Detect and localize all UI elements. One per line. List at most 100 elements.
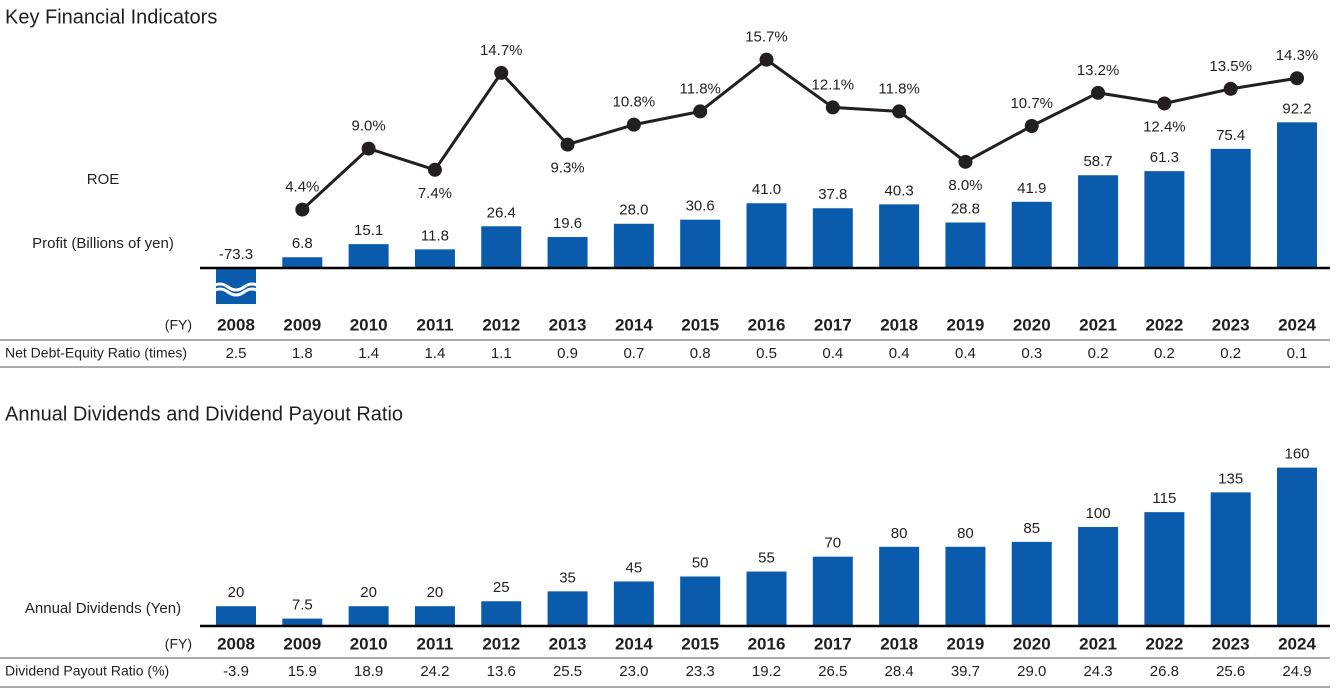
table-cell: 0.4 [955,345,976,362]
data-label: 80 [957,525,974,542]
line-marker [1290,71,1304,86]
line-marker [295,202,310,217]
bar [1210,492,1251,626]
data-label: 26.4 [487,204,516,221]
data-label: 20 [228,584,245,601]
data-label: 15.7% [745,29,788,46]
bar [414,606,455,626]
data-label: 160 [1284,446,1309,463]
data-label: 70 [824,535,841,552]
data-label: 13.2% [1077,62,1120,79]
data-label: 6.8 [292,235,313,252]
line-marker [759,52,774,67]
table-cell: 25.5 [553,663,582,680]
bar [680,219,721,268]
bar [812,208,853,268]
bar [879,204,920,268]
data-label: 12.4% [1143,118,1186,135]
line-marker [427,162,442,177]
x-tick-label: 2021 [1079,634,1117,653]
table-cell: 24.9 [1282,663,1311,680]
table-cell: 0.9 [557,345,578,362]
data-label: 19.6 [553,215,582,232]
table-cell: 0.8 [690,345,711,362]
series-label: ROE [87,171,120,188]
table-cell: 25.6 [1216,663,1245,680]
x-tick-label: 2012 [482,634,520,653]
data-label: 4.4% [285,179,319,196]
x-tick-label: 2013 [549,634,587,653]
bar [680,576,721,626]
bar [945,546,986,626]
table-cell: 19.2 [752,663,781,680]
bar [1078,175,1119,268]
bar [879,546,920,626]
x-tick-label: 2022 [1145,315,1183,334]
axis-break [211,282,261,297]
x-tick-label: 2013 [549,315,587,334]
data-label: 10.7% [1010,95,1053,112]
data-label: 55 [758,550,775,567]
table-cell: 1.4 [425,345,446,362]
table-cell: 1.1 [491,345,512,362]
bar [746,203,787,268]
data-label: 30.6 [686,198,715,215]
data-label: 12.1% [812,76,855,93]
x-tick-label: 2016 [748,634,786,653]
x-tick-label: 2022 [1145,634,1183,653]
line-marker [1024,119,1039,134]
x-tick-label: 2009 [283,634,321,653]
data-label: 7.4% [418,185,452,202]
series-label: Profit (Billions of yen) [32,235,174,252]
table-cell: 13.6 [487,663,516,680]
table-cell: 0.2 [1220,345,1241,362]
x-tick-label: 2012 [482,315,520,334]
x-tick-label: 2010 [350,315,388,334]
bar [348,606,389,626]
table-cell: 2.5 [226,345,247,362]
data-label: 15.1 [354,222,383,239]
x-axis-label: (FY) [165,636,192,652]
line-marker [825,100,840,115]
data-label: 100 [1086,505,1111,522]
data-label: 92.2 [1282,100,1311,117]
x-tick-label: 2015 [681,315,719,334]
table-cell: 24.3 [1083,663,1112,680]
bar [282,618,323,626]
line-marker [892,104,907,119]
data-label: 41.9 [1017,180,1046,197]
x-tick-label: 2024 [1278,315,1316,334]
table-cell: 0.2 [1154,345,1175,362]
bar [481,226,522,268]
table-cell: 23.0 [619,663,648,680]
x-tick-label: 2010 [350,634,388,653]
x-tick-label: 2017 [814,315,852,334]
x-tick-label: 2021 [1079,315,1117,334]
bar [1011,541,1052,626]
data-label: 37.8 [818,186,847,203]
bar [216,268,256,304]
table-cell: 0.7 [623,345,644,362]
data-label: 135 [1218,470,1243,487]
x-tick-label: 2015 [681,634,719,653]
table-cell: 0.5 [756,345,777,362]
data-label: 9.0% [352,118,386,135]
bar [1078,527,1119,626]
data-label: 20 [427,584,444,601]
bar [1277,467,1317,626]
data-label: 85 [1023,520,1040,537]
chart-title: Key Financial Indicators [5,6,217,28]
data-label: 11.8% [679,80,720,97]
series-label: Annual Dividends (Yen) [25,600,181,617]
row-label: Net Debt-Equity Ratio (times) [5,345,187,361]
data-label: 35 [559,569,576,586]
bar [613,223,654,268]
row-label: Dividend Payout Ratio (%) [5,663,169,679]
data-label: 61.3 [1150,149,1179,166]
bar [746,571,787,626]
table-cell: 18.9 [354,663,383,680]
line-marker [1157,96,1172,111]
table-cell: 29.0 [1017,663,1046,680]
x-tick-label: 2011 [416,634,453,653]
